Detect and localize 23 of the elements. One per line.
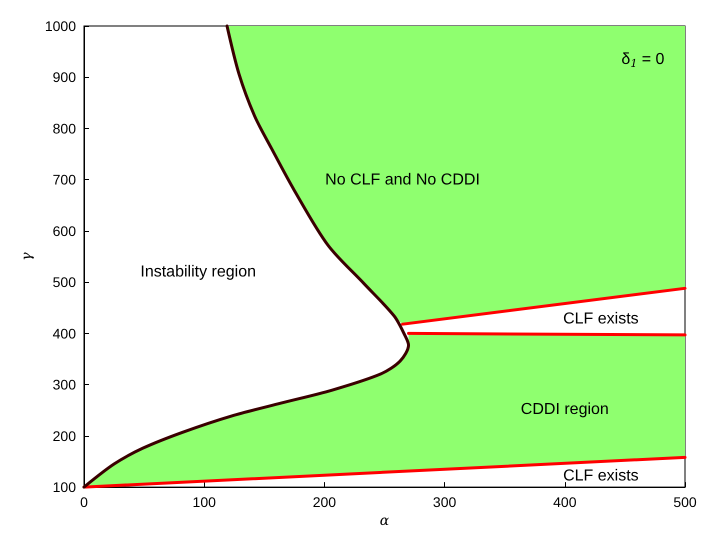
y-tick-label: 600 (52, 222, 76, 239)
x-axis-title: α (380, 513, 390, 529)
x-tick-label: 400 (553, 494, 577, 510)
y-tick-label: 500 (52, 274, 76, 290)
y-tick-label: 800 (52, 120, 76, 136)
y-tick-label: 1000 (44, 18, 76, 34)
annotation: CLF exists (563, 310, 639, 328)
y-tick-label: 200 (52, 428, 76, 444)
x-tick-label: 500 (673, 494, 697, 510)
y-tick-label: 400 (52, 325, 76, 342)
annotation: CDDI region (520, 400, 609, 418)
x-tick-label: 300 (432, 494, 456, 510)
annotation: CLF exists (563, 468, 639, 485)
y-tick-label: 900 (52, 69, 76, 86)
x-tick-label: 200 (312, 494, 336, 510)
y-tick-label: 300 (52, 376, 76, 393)
x-tick-label: 0 (80, 494, 88, 510)
y-tick-label: 100 (52, 479, 76, 496)
annotation: Instability region (140, 263, 256, 280)
x-tick-label: 100 (192, 494, 216, 510)
y-axis-title: γ (18, 252, 35, 261)
y-tick-label: 700 (52, 172, 76, 188)
annotation: No CLF and No CDDI (325, 172, 480, 189)
